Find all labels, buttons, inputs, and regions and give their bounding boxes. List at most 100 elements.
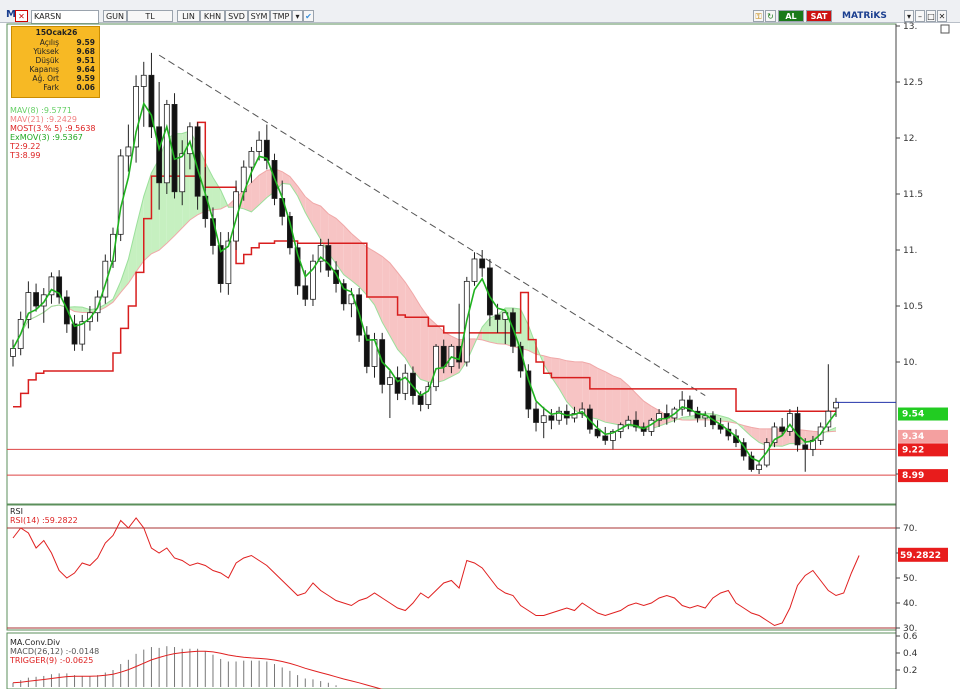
candle	[594, 428, 601, 437]
refresh-icon[interactable]: ↻	[765, 10, 776, 22]
candle	[394, 377, 401, 394]
sell-button[interactable]: SAT	[806, 10, 832, 22]
candle	[471, 258, 478, 282]
trigger-line	[12, 650, 383, 689]
value-tag-label: 9.34	[902, 432, 924, 442]
period-button-gun[interactable]: GUN	[103, 10, 127, 22]
app-logo: M	[6, 9, 16, 20]
candle	[133, 86, 139, 148]
legend-trigger[interactable]: TRIGGER(9) :-0.0625	[10, 656, 94, 665]
candle	[148, 74, 155, 128]
candle	[33, 292, 39, 307]
legend-exmov[interactable]: ExMOV(3) :9.5367	[10, 133, 83, 142]
price-tick-label: 13.	[903, 22, 917, 32]
candle	[602, 435, 609, 441]
tmp-button[interactable]: TMP	[270, 10, 292, 22]
candle	[533, 408, 539, 423]
macd-group	[12, 646, 383, 689]
ma-cloud-segment	[82, 307, 90, 313]
ma-cloud-segment	[620, 378, 629, 426]
candle	[748, 455, 755, 470]
ohlc-row-open: Açılış 9.59	[39, 38, 95, 47]
ma-cloud-segment	[720, 415, 729, 422]
ma-cloud-segment	[443, 331, 452, 381]
ma-cloud-segment	[128, 227, 137, 284]
value-tag-bg	[898, 469, 948, 483]
candle	[317, 245, 324, 262]
scale-button-lin[interactable]: LIN	[177, 10, 200, 22]
ma-cloud-segment	[489, 314, 498, 344]
bird-icon[interactable]: ✔	[303, 10, 314, 22]
legend-mav21[interactable]: MAV(21) :9.2429	[10, 115, 78, 124]
sym-button[interactable]: SYM	[248, 10, 270, 22]
candle	[417, 395, 424, 405]
ma-cloud-segment	[597, 368, 606, 423]
ma-cloud-segment	[743, 425, 752, 437]
ma-cloud-segment	[305, 196, 313, 227]
candle	[340, 283, 347, 305]
ma-cloud-segment	[420, 306, 429, 382]
ma-cloud-segment	[628, 385, 637, 428]
maximize-icon[interactable]: □	[926, 10, 936, 22]
value-tag-bg	[898, 429, 948, 443]
candle	[610, 431, 616, 441]
rsi-pane-title: RSI	[10, 507, 23, 516]
ma-cloud-segment	[289, 176, 298, 196]
legend-t3[interactable]: T3:8.99	[10, 151, 41, 160]
rsi-line	[12, 517, 860, 627]
candle	[402, 372, 409, 394]
legend-t2[interactable]: T2:9.22	[10, 142, 41, 151]
dropdown-arrow-icon[interactable]: ▾	[292, 10, 303, 22]
value-tag-bg	[898, 407, 948, 421]
svd-button[interactable]: SVD	[225, 10, 248, 22]
price-tick-label: 12.	[903, 134, 917, 144]
buy-button[interactable]: AL	[778, 10, 804, 22]
price-tick-label: 12.5	[903, 78, 923, 88]
candle	[786, 413, 793, 432]
rsi-tick-label: 70.	[903, 524, 917, 534]
candle	[333, 269, 339, 285]
ohlc-date: 15Ocak26	[35, 28, 78, 37]
candle	[771, 426, 778, 444]
ohlc-row-low: Düşük 9.51	[35, 56, 95, 65]
candle	[548, 415, 555, 421]
ohlc-info-box: 15Ocak26 Açılış 9.59 Yüksek 9.68 Düşük 9.51…	[11, 26, 100, 98]
macd-tick-label: 0.4	[903, 649, 918, 659]
candle	[540, 415, 547, 423]
scroll-up-button	[940, 24, 950, 34]
minimize-icon[interactable]: –	[915, 10, 925, 22]
currency-button-tl[interactable]: TL	[127, 10, 173, 22]
ma-cloud-segment	[366, 247, 375, 305]
candle	[102, 260, 109, 298]
ma-cloud-segment	[582, 361, 590, 418]
ohlc-row-close: Kapanış 9.64	[29, 65, 95, 74]
candle	[294, 247, 301, 287]
ma-cloud-segment	[320, 206, 329, 254]
legend-most[interactable]: MOST(3.% 5) :9.5638	[10, 124, 96, 133]
value-tag-label: 8.99	[902, 471, 924, 481]
lock-icon[interactable]: ⚿	[753, 10, 764, 22]
legend-macd[interactable]: MACD(26,12) :-0.0148	[10, 647, 100, 656]
ma-cloud-segment	[351, 233, 360, 287]
khn-button[interactable]: KHN	[200, 10, 225, 22]
candle	[794, 413, 801, 446]
ma-cloud-segment	[136, 196, 144, 272]
candle	[756, 464, 762, 470]
legend-mav8[interactable]: MAV(8) :9.5771	[10, 106, 72, 115]
ma-cloud-segment	[412, 293, 421, 380]
candle	[171, 104, 178, 193]
close-icon[interactable]: ✕	[937, 10, 947, 22]
window-dropdown-icon[interactable]: ▾	[904, 10, 914, 22]
flag-icon[interactable]: ✕	[15, 10, 28, 22]
price-tick-label: 10.	[903, 358, 917, 368]
ma-cloud-segment	[105, 299, 113, 308]
candle	[71, 323, 78, 345]
ma-cloud-segment	[759, 428, 767, 446]
rsi-legend[interactable]: RSI(14) :59.2822	[10, 516, 78, 525]
candle	[656, 413, 662, 421]
candle	[802, 444, 809, 450]
ma-cloud-segment	[259, 170, 267, 205]
most-line	[13, 121, 836, 413]
rsi-tick-label: 30.	[903, 624, 917, 634]
